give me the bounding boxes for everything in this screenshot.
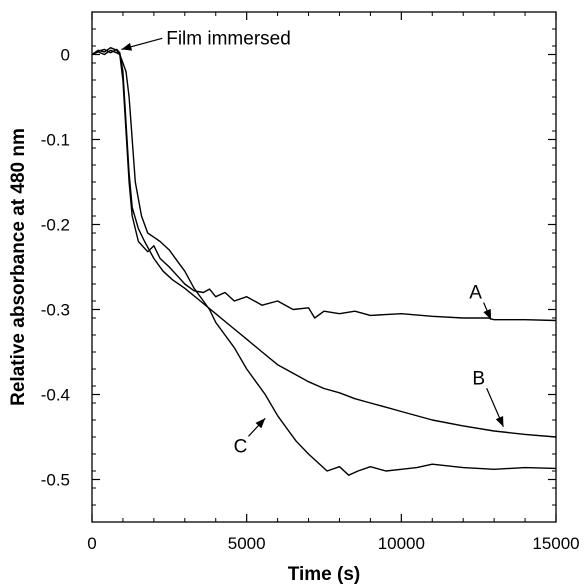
annotations: Film immersed A B C	[121, 28, 504, 457]
annotation-c: C	[234, 436, 248, 457]
y-tick-label: -0.2	[41, 216, 70, 235]
annotation-film-immersed: Film immersed	[166, 28, 291, 49]
x-tick-label: 10000	[378, 534, 425, 553]
annotation-arrow-head	[495, 416, 504, 427]
tick-marks	[91, 11, 557, 523]
y-tick-label: -0.5	[41, 471, 70, 490]
x-tick-label: 15000	[532, 534, 579, 553]
series-line-b	[91, 48, 557, 438]
annotation-a: A	[469, 282, 482, 303]
annotation-arrow-head	[483, 308, 492, 320]
tick-labels: 0 5000 10000 15000 0 -0.1 -0.2 -0.3 -0.4 -0.5	[41, 46, 580, 554]
x-tick-label: 5000	[228, 534, 266, 553]
annotation-arrow-head	[255, 418, 266, 429]
y-tick-label: -0.4	[41, 386, 70, 405]
series-line-c	[91, 49, 557, 476]
series-lines	[91, 47, 557, 476]
y-tick-label: -0.3	[41, 301, 70, 320]
y-tick-label: 0	[61, 46, 70, 65]
annotation-arrow-head	[121, 42, 133, 51]
series-line-a	[91, 47, 557, 322]
x-tick-label: 0	[87, 534, 96, 553]
y-tick-label: -0.1	[41, 131, 70, 150]
x-axis-title: Time (s)	[288, 564, 361, 585]
plot-frame	[91, 11, 557, 523]
y-axis-title: Relative absorbance at 480 nm	[8, 128, 29, 406]
annotation-b: B	[472, 368, 485, 389]
